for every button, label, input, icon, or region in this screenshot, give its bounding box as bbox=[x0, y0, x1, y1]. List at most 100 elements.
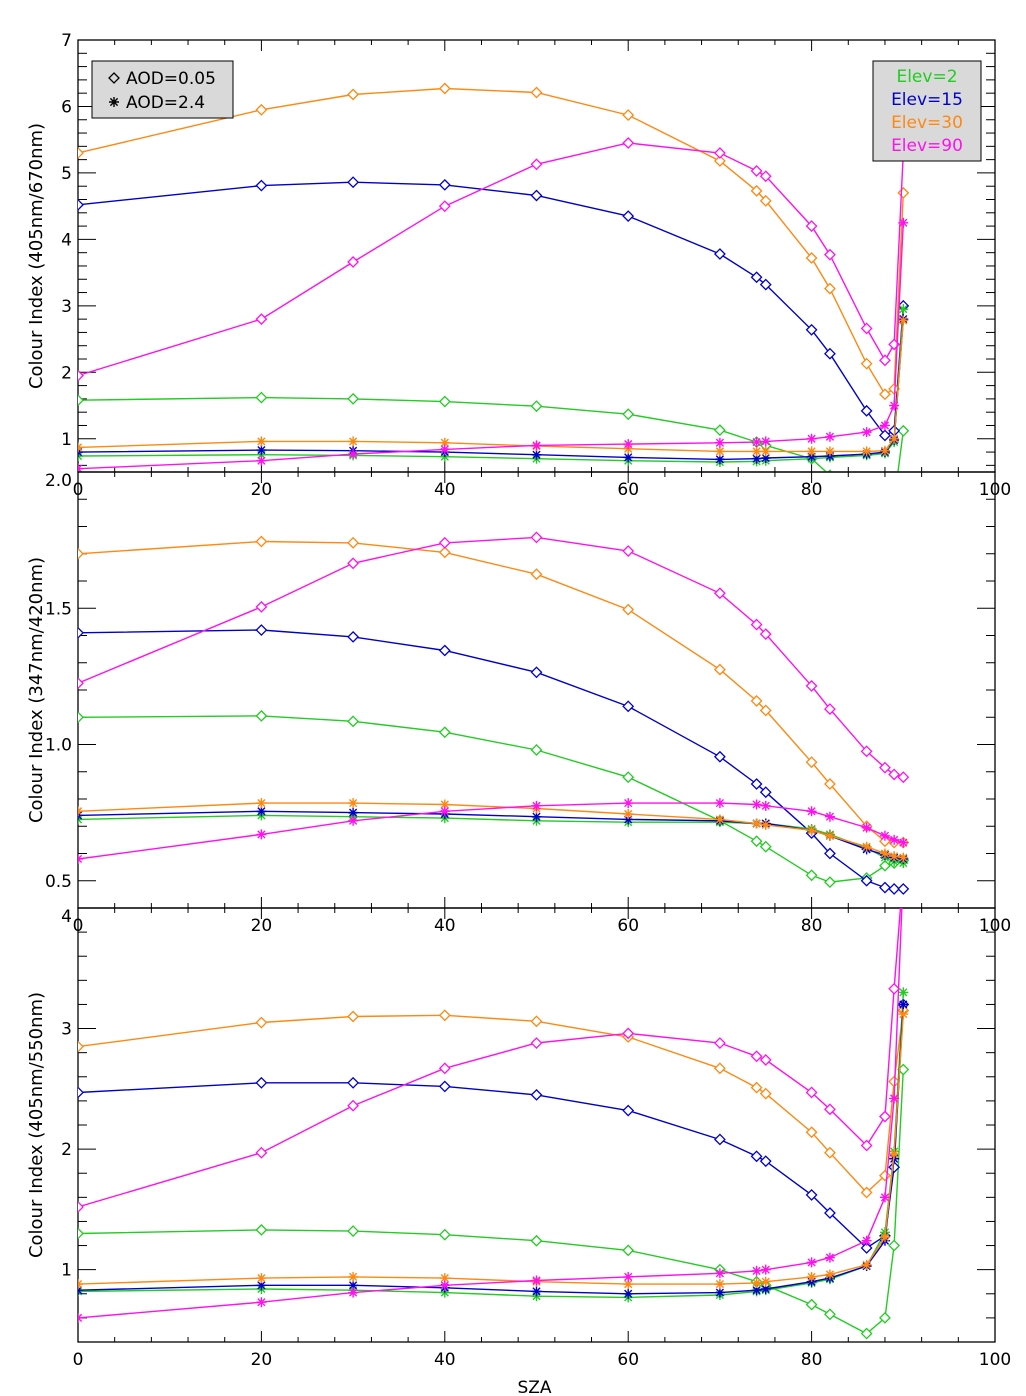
asterisk-marker bbox=[879, 1192, 890, 1203]
diamond-marker bbox=[897, 424, 910, 437]
diamond-marker bbox=[879, 859, 891, 872]
asterisk-marker bbox=[861, 1259, 872, 1270]
diamond-marker bbox=[347, 630, 360, 643]
y-tick-label: 2 bbox=[61, 1140, 72, 1160]
marker-legend: AOD=0.05 AOD=2.4 bbox=[91, 60, 234, 119]
diamond-marker bbox=[530, 531, 543, 544]
diamond-marker bbox=[622, 1027, 635, 1040]
asterisk-marker bbox=[861, 841, 872, 852]
diamond-marker bbox=[347, 1010, 360, 1023]
diamond-marker bbox=[860, 1242, 873, 1254]
diamond-marker bbox=[860, 745, 873, 758]
asterisk-marker bbox=[348, 1271, 359, 1282]
asterisk-marker bbox=[879, 445, 890, 456]
asterisk-marker bbox=[806, 825, 817, 836]
diamond-marker bbox=[759, 628, 772, 641]
diamond-marker bbox=[750, 778, 763, 790]
asterisk-marker bbox=[806, 1257, 817, 1268]
asterisk-marker bbox=[889, 851, 900, 862]
asterisk-marker bbox=[760, 1283, 771, 1294]
asterisk-marker bbox=[714, 454, 725, 465]
diamond-marker bbox=[759, 840, 772, 853]
asterisk-marker bbox=[623, 798, 634, 809]
y-axis-label: Colour Index (405nm/550nm) bbox=[26, 992, 47, 1258]
panel-2-data bbox=[78, 531, 910, 895]
diamond-marker bbox=[78, 1227, 84, 1240]
series-line bbox=[78, 222, 904, 470]
asterisk-marker bbox=[78, 853, 83, 864]
asterisk-marker bbox=[78, 806, 83, 817]
diamond-marker bbox=[347, 256, 360, 268]
x-tick-label: 20 bbox=[251, 916, 273, 936]
diamond-marker bbox=[824, 778, 836, 790]
series-line bbox=[78, 715, 904, 883]
diamond-marker bbox=[255, 179, 268, 192]
diamond-marker bbox=[255, 1016, 268, 1029]
diamond-marker bbox=[255, 391, 268, 404]
diamond-marker bbox=[622, 210, 635, 223]
diamond-marker bbox=[750, 184, 763, 197]
diamond-marker bbox=[713, 1062, 726, 1075]
diamond-marker bbox=[713, 155, 726, 167]
series-line bbox=[78, 142, 904, 377]
y-tick-label: 0.5 bbox=[45, 872, 72, 892]
x-tick-label: 60 bbox=[617, 1350, 639, 1370]
series-line bbox=[78, 1010, 904, 1194]
asterisk-marker bbox=[824, 446, 835, 457]
diamond-marker bbox=[438, 1228, 451, 1241]
asterisk-marker bbox=[861, 1235, 872, 1246]
diamond-marker bbox=[78, 394, 84, 407]
x-tick-label: 60 bbox=[617, 916, 639, 936]
asterisk-marker bbox=[879, 420, 890, 431]
diamond-marker bbox=[805, 1126, 818, 1139]
diamond-marker bbox=[622, 137, 635, 149]
asterisk-marker bbox=[714, 1268, 725, 1279]
asterisk-marker bbox=[760, 446, 771, 457]
series-line bbox=[78, 810, 904, 860]
diamond-marker bbox=[805, 1189, 818, 1201]
diamond-marker bbox=[824, 282, 836, 295]
asterisk-marker bbox=[898, 867, 908, 877]
diamond-marker bbox=[347, 536, 360, 549]
asterisk-marker bbox=[898, 837, 909, 848]
asterisk-marker bbox=[714, 437, 725, 448]
diamond-marker bbox=[750, 835, 763, 848]
series-line bbox=[78, 87, 904, 396]
series-line bbox=[78, 1014, 904, 1285]
asterisk-marker bbox=[714, 814, 725, 825]
asterisk-marker bbox=[531, 440, 542, 451]
asterisk-marker bbox=[78, 1312, 83, 1323]
diamond-marker bbox=[438, 726, 451, 739]
asterisk-marker bbox=[714, 446, 725, 457]
marker-legend-label: AOD=2.4 bbox=[126, 93, 205, 113]
diamond-marker bbox=[824, 876, 836, 889]
diamond-marker bbox=[530, 1088, 543, 1101]
diamond-marker bbox=[438, 546, 451, 559]
diamond-marker bbox=[860, 874, 873, 887]
series-line bbox=[78, 320, 904, 453]
y-tick-label: 2.0 bbox=[45, 471, 72, 491]
y-tick-label: 1 bbox=[61, 430, 72, 450]
asterisk-marker bbox=[751, 1277, 762, 1288]
diamond-marker bbox=[860, 404, 873, 417]
asterisk-marker bbox=[751, 453, 762, 464]
diamond-marker bbox=[824, 248, 836, 261]
diamond-marker bbox=[860, 1186, 873, 1199]
diamond-marker bbox=[530, 1234, 543, 1247]
asterisk-marker bbox=[806, 433, 817, 444]
diamond-marker bbox=[255, 1076, 268, 1089]
diamond-marker bbox=[438, 536, 451, 549]
diamond-marker bbox=[879, 1311, 891, 1324]
y-tick-label: 3 bbox=[61, 297, 72, 317]
diamond-marker bbox=[255, 1223, 268, 1236]
asterisk-marker bbox=[348, 815, 359, 826]
diamond-marker bbox=[78, 369, 84, 382]
asterisk-marker bbox=[78, 442, 83, 453]
diamond-marker bbox=[530, 400, 543, 413]
diamond-marker bbox=[824, 1146, 836, 1159]
asterisk-marker bbox=[623, 452, 634, 463]
diamond-marker bbox=[805, 679, 818, 692]
diamond-marker bbox=[438, 644, 451, 657]
color-legend-label: Elev=2 bbox=[896, 67, 957, 87]
diamond-marker bbox=[824, 703, 836, 715]
